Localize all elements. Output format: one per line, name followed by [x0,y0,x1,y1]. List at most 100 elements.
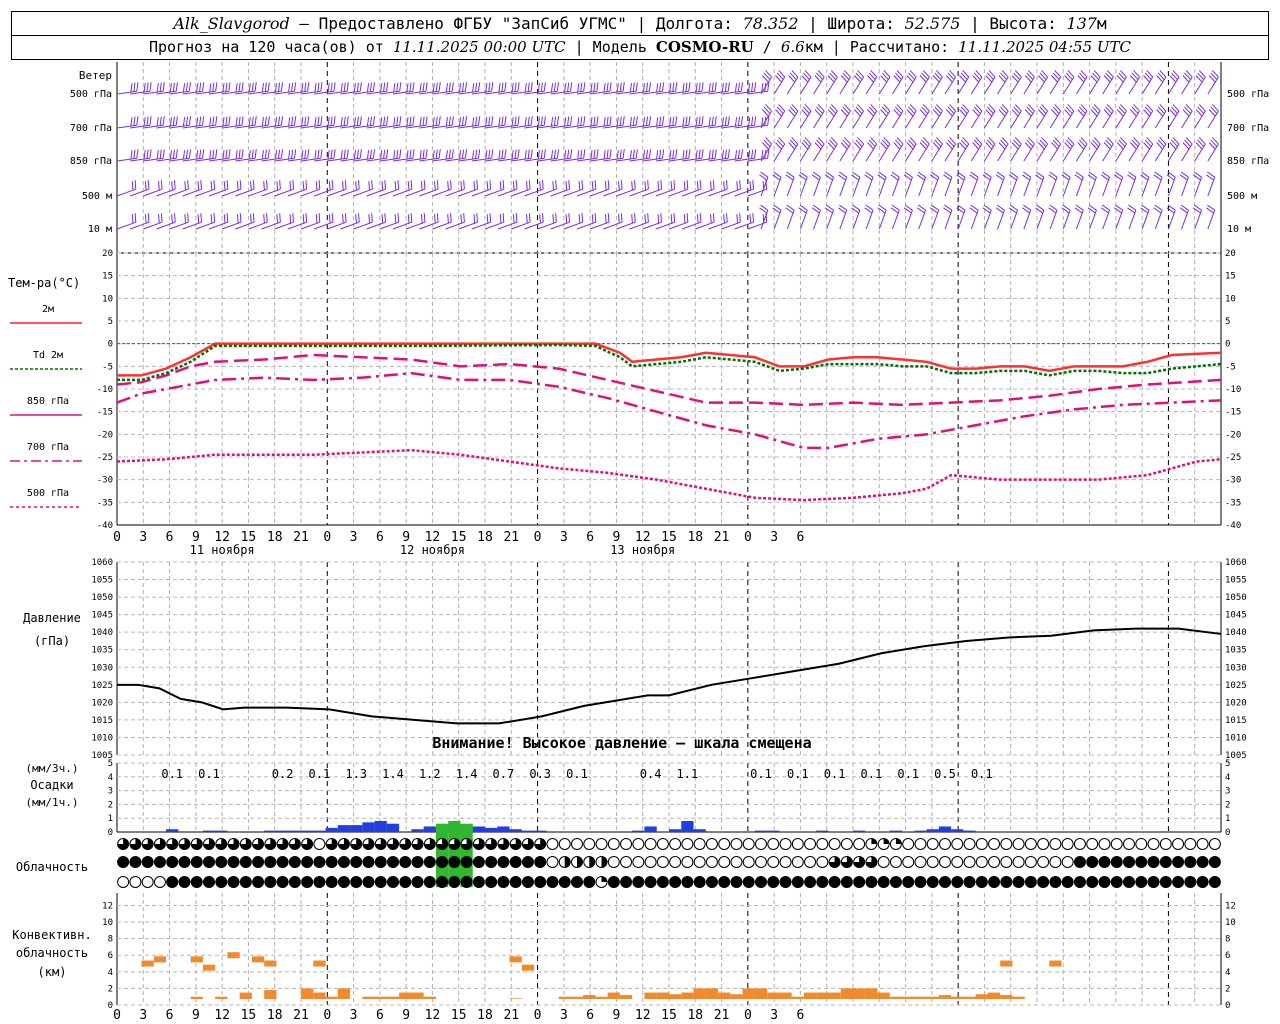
wind-barb-feather [1193,204,1202,211]
wind-barb-feather [759,207,768,214]
cloud-cover-fill [191,856,203,868]
wind-barb-feather [1011,142,1019,150]
wind-barb-staff [931,210,940,230]
cloud-cover-fill [1197,856,1209,868]
conv-base-bar [619,995,633,999]
wind-barb-staff [261,221,281,230]
wind-barb-feather [909,137,917,145]
cloud-cover-fill [473,876,485,888]
wind-barb-feather [1106,137,1114,145]
cloud-cover-fill [657,876,669,888]
wind-barb-staff [169,221,189,230]
wind-barb-feather [294,82,297,92]
wind-barb-feather [802,139,810,147]
wind-barb-feather [1128,204,1137,211]
wind-barb-feather [749,214,752,224]
wind-barb-feather [1169,75,1177,83]
wind-barb-feather [1157,72,1165,80]
wind-barb-feather [476,213,479,223]
wind-barb-feather [527,116,530,126]
wind-barb-feather [292,213,295,223]
precip-bar [754,830,768,832]
wind-barb-feather [752,180,755,190]
wind-barb-feather [773,171,782,178]
conv-ytick-left: 2 [108,984,113,994]
wind-barb-feather [1208,109,1216,117]
wind-barb-feather [328,181,331,191]
wind-barb-feather [143,150,146,160]
cloud-cover-symbol [718,838,731,850]
wind-barb-feather [498,150,501,160]
wind-barb-feather [1061,207,1070,214]
wind-barb-feather [904,204,913,211]
wind-barb-feather [1067,70,1075,78]
temp-xtick: 3 [770,530,778,545]
wind-barb-feather [763,72,771,80]
wind-barb-feather [710,214,712,224]
cloud-cover-fill [804,876,816,888]
wind-barb-feather [1179,207,1188,214]
wind-barb-feather [371,180,373,190]
wind-barb-staff [1062,76,1075,95]
wind-barb-staff [1010,210,1019,230]
wind-barb-feather [188,149,192,159]
conv-base-bar [509,998,522,999]
conv-ytick-left: 4 [108,968,113,978]
wind-barb-feather [685,82,688,92]
wind-barb-feather [307,82,310,92]
wind-barb-feather [761,75,769,83]
conv-base-bar [558,996,571,999]
wind-barb-feather [543,82,546,92]
wind-barb-staff [839,177,848,197]
station-name: Alk_Slavgorod [173,14,290,33]
wind-barb-feather [945,109,953,117]
wind-barb-feather [1105,106,1113,114]
wind-barb-staff [445,188,465,197]
wind-barb-feather [618,214,620,224]
wind-barb-staff [918,177,927,197]
conv-ytick-right: 8 [1225,935,1230,945]
wind-barb-feather [957,171,966,178]
wind-barb-feather [864,207,873,214]
wind-barb-feather [721,83,724,93]
wind-barb-feather [904,171,913,178]
wind-barb-feather [238,116,241,126]
wind-barb-staff [221,188,242,197]
wind-barb-feather [765,137,772,145]
wind-barb-staff [839,143,851,162]
wind-barb-feather [761,142,769,150]
wind-barb-feather [238,82,241,92]
wind-barb-feather [445,117,448,127]
wind-barb-feather [461,149,465,159]
wind-barb-staff [458,90,479,95]
wind-barb-feather [144,214,147,224]
wind-barb-feather [567,149,570,159]
wind-barb-feather [1036,171,1045,178]
wind-barb-feather [188,82,192,92]
wind-barb-feather [436,180,439,190]
cloud-cover-symbol [853,838,866,850]
wind-barb-feather [498,117,501,127]
wind-barb-staff [116,221,136,230]
wind-barb-staff [195,124,216,129]
wind-barb-staff [970,210,979,230]
wind-barb-feather [458,117,462,127]
wind-barb-feather [1156,109,1164,117]
temp-ytick-right: -20 [1225,430,1241,440]
cloud-cover-symbol [963,838,976,850]
wind-barb-feather [248,117,251,127]
wind-barb-feather [330,82,333,92]
wind-barb-feather [235,117,238,127]
wind-barb-feather [644,181,647,191]
wind-barb-staff [287,221,307,230]
wind-barb-feather [366,117,370,127]
wind-barb-feather [174,180,176,190]
wind-barb-feather [1208,75,1216,83]
cloud-cover-fill [914,876,926,888]
wind-barb-feather [788,75,796,83]
conv-xtick: 12 [214,1008,230,1023]
wind-barb-feather [419,117,422,127]
wind-barb-staff [734,157,755,162]
wind-barb-feather [855,139,863,147]
temp-xtick: 21 [714,530,730,545]
